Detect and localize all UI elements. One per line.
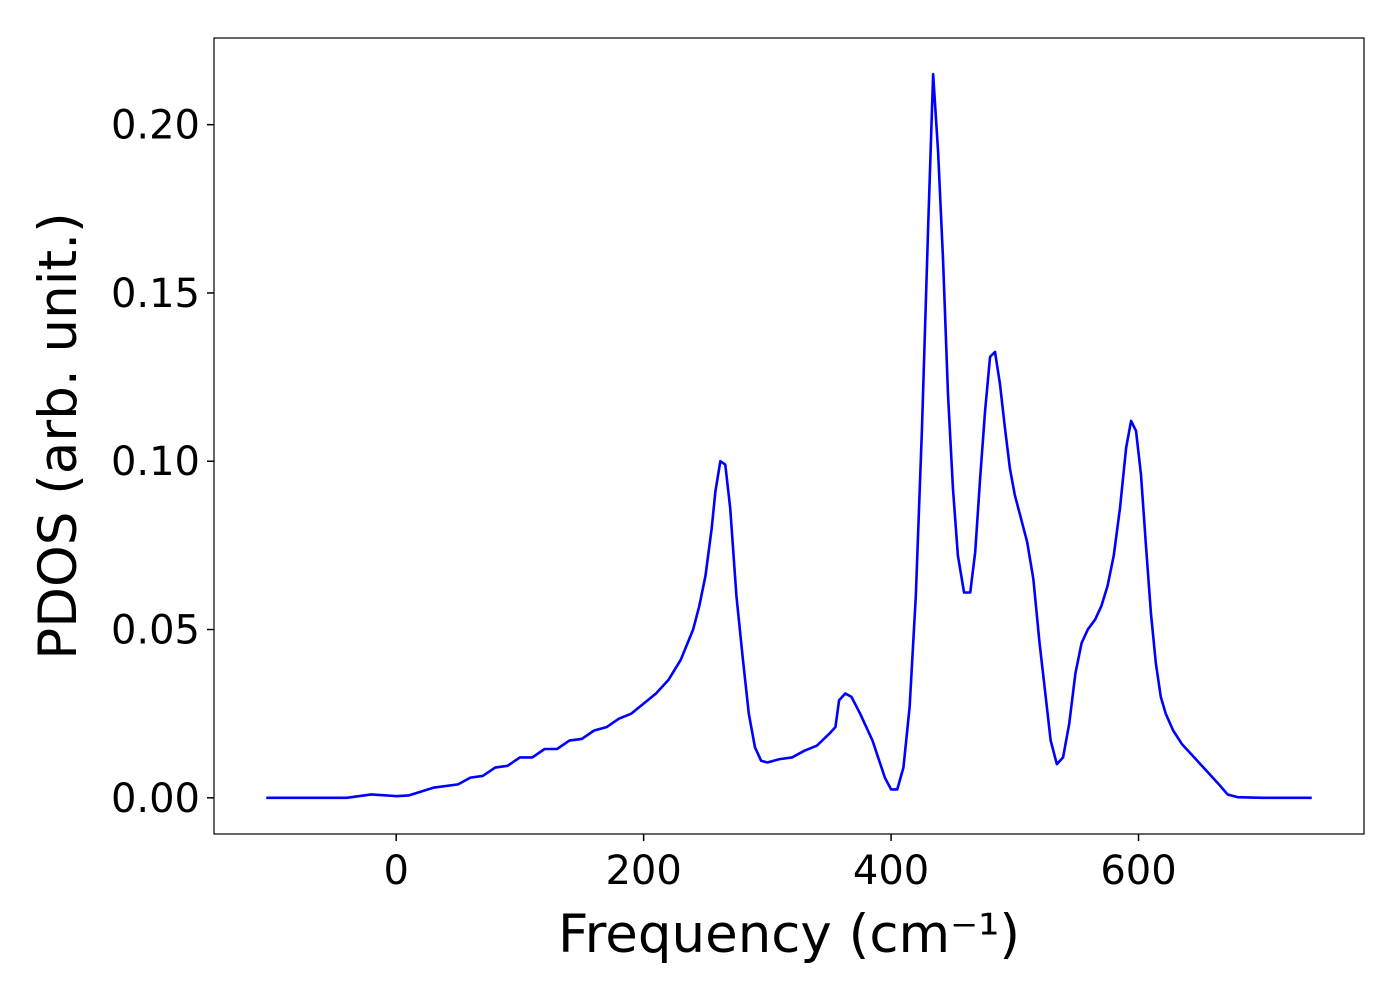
y-tick-label: 0.15 (111, 271, 200, 317)
plot-frame (213, 37, 1365, 835)
x-tick-label: 0 (383, 848, 408, 894)
x-tick-label: 400 (853, 848, 929, 894)
y-tick-label: 0.00 (111, 776, 200, 822)
y-tick-label: 0.05 (111, 608, 200, 654)
y-axis-label: PDOS (arb. unit.) (28, 212, 89, 659)
x-tick-label: 200 (605, 848, 681, 894)
y-tick-label: 0.10 (111, 439, 200, 485)
data-line (266, 72, 1312, 800)
x-tick-label: 600 (1100, 848, 1176, 894)
y-tick-label: 0.20 (111, 103, 200, 149)
x-axis-label: Frequency (cm⁻¹) (558, 904, 1020, 965)
